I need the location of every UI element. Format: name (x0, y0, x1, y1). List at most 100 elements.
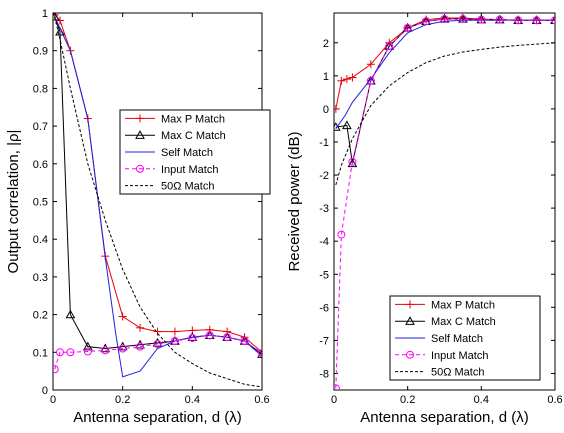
legend-label: Input Match (161, 164, 218, 176)
series-4-point (188, 333, 197, 342)
legend-marker (406, 350, 414, 359)
y-tick-label: 0.5 (33, 197, 48, 209)
series-1-point (366, 60, 375, 69)
series-4-point (53, 365, 59, 374)
y-axis-label: Received power (dB) (286, 131, 303, 271)
series-1-point (136, 323, 145, 332)
series-line-5 (335, 42, 555, 186)
series-1-point (337, 76, 346, 85)
y-tick-label: -8 (319, 368, 329, 380)
series-4-point (136, 342, 145, 351)
x-axis-label: Antenna separation, d (λ) (360, 409, 528, 426)
series-4-point (366, 76, 375, 85)
y-axis-label: Output correlation, |ρ| (5, 130, 22, 274)
plot-series (334, 13, 555, 390)
series-4-point (532, 16, 541, 25)
series-4-point (334, 384, 340, 390)
y-tick-label: 0.7 (33, 121, 48, 133)
series-1-point (348, 73, 357, 82)
series-4-point (55, 348, 64, 357)
series-4-point (514, 16, 523, 25)
series-4-point (83, 347, 92, 356)
x-tick-label: 0 (50, 394, 56, 406)
series-4-point (258, 349, 262, 358)
series-4-point (477, 15, 486, 24)
series-4-point (223, 333, 232, 342)
legend-label: Max C Match (161, 130, 226, 142)
series-1-point (334, 104, 340, 113)
y-tick-label: -6 (319, 302, 329, 314)
series-1-point (153, 327, 162, 336)
x-tick-label: 0.6 (547, 394, 562, 406)
series-4-point (240, 336, 249, 345)
series-line-5 (54, 16, 262, 388)
series-4-point (170, 336, 179, 345)
x-tick-label: 0.4 (185, 394, 200, 406)
x-tick-label: 0.2 (115, 394, 130, 406)
legend-marker (135, 130, 145, 139)
y-tick-label: 0.6 (33, 159, 48, 171)
y-tick-label: 1 (42, 8, 48, 20)
legend: Max P Match Max C Match Self Match Input Ma… (119, 109, 271, 195)
series-1-point (55, 16, 64, 25)
series-4-point (440, 14, 449, 23)
series-4-point (66, 348, 75, 357)
series-1-point (118, 312, 127, 321)
y-tick-label: -1 (319, 137, 329, 149)
y-tick-label: 2 (323, 38, 329, 50)
y-tick-label: 0.4 (33, 234, 48, 246)
chart-panel-2: 0 0.2 0.4 0.6 -8 -7 -6 -5 -4 -3 -2 -1 0 1 2 Antenna sep… (286, 12, 563, 426)
plot-series (53, 13, 262, 388)
series-2-point (152, 337, 163, 347)
legend-marker (136, 114, 144, 123)
legend-label: Input Match (431, 350, 488, 362)
series-4-point (385, 42, 394, 51)
legend-label: Max C Match (431, 316, 496, 328)
y-tick-label: 0.9 (33, 46, 48, 58)
series-4-point (403, 23, 412, 32)
y-tick-label: 0.2 (33, 310, 48, 322)
x-tick-label: 0.2 (400, 394, 415, 406)
y-tick-label: 0 (42, 385, 48, 397)
legend-label: Max P Match (431, 299, 495, 311)
series-4-point (118, 344, 127, 353)
series-2-point (334, 122, 341, 131)
series-4-point (337, 230, 346, 239)
series-line-4 (54, 334, 262, 370)
y-tick-label: -5 (319, 269, 329, 281)
y-tick-label: 1 (323, 71, 329, 83)
series-4-point (422, 17, 431, 26)
series-1-point (342, 75, 351, 84)
series-2-point (53, 13, 60, 21)
y-tick-label: -7 (319, 335, 329, 347)
x-tick-label: 0.4 (474, 394, 489, 406)
series-4-point (101, 346, 110, 355)
series-2-point (342, 120, 352, 130)
series-4-point (495, 15, 504, 24)
chart-panel-1: 0 0.2 0.4 0.6 0 0.1 0.2 0.3 0.4 0.5 0.6 0.7 0.8 0.9 1 A… (5, 8, 271, 426)
y-tick-label: -4 (319, 236, 329, 248)
series-2-point (65, 309, 76, 319)
legend-label: Self Match (431, 333, 483, 345)
legend-marker (406, 300, 414, 309)
series-2-point (82, 341, 93, 351)
y-tick-label: -3 (319, 203, 329, 215)
series-4-point (551, 16, 555, 25)
series-2-point (100, 343, 111, 353)
y-tick-label: 0.8 (33, 83, 48, 95)
y-tick-label: 0.1 (33, 347, 48, 359)
x-tick-label: 0.6 (254, 394, 269, 406)
series-2-point (347, 158, 358, 168)
series-4-point (458, 14, 467, 23)
y-tick-label: 0 (323, 104, 329, 116)
legend-label: 50Ω Match (161, 181, 214, 193)
series-4-point (153, 340, 162, 349)
series-4-point (348, 157, 357, 166)
series-4-point (205, 331, 214, 340)
y-tick-label: -2 (319, 170, 329, 182)
legend-label: 50Ω Match (431, 367, 484, 379)
legend-marker (136, 164, 144, 173)
x-axis-label: Antenna separation, d (λ) (73, 409, 241, 426)
